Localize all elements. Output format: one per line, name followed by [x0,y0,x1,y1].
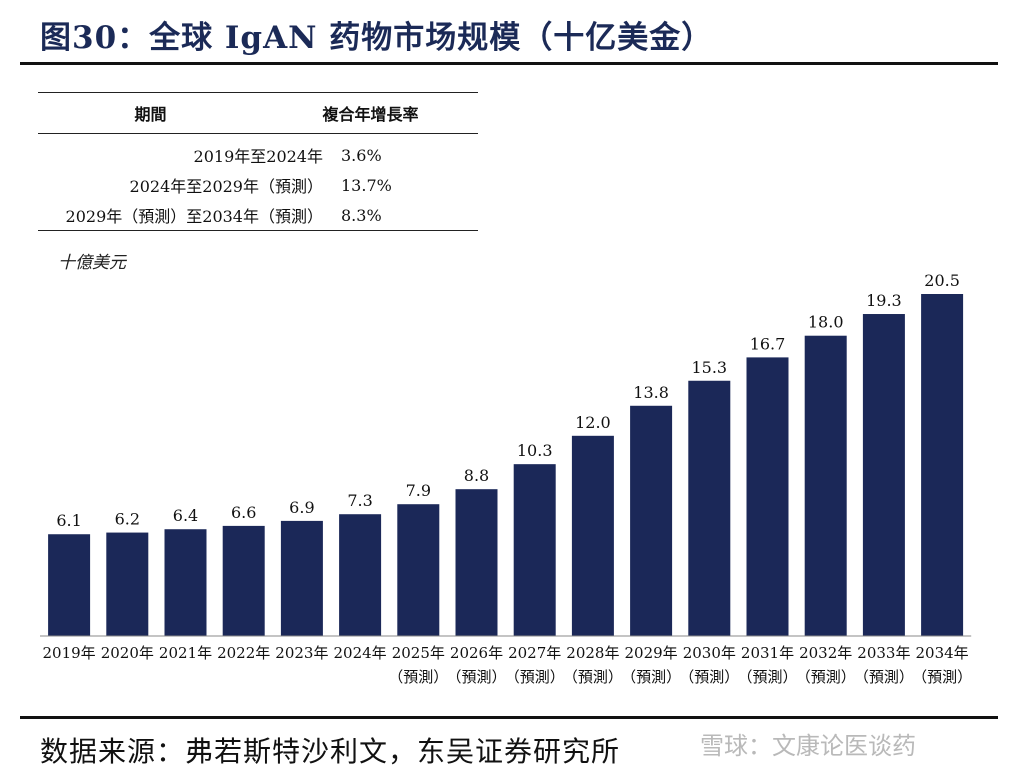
x-tick-label: 2026年 [450,644,503,662]
row-period: 2019年至2024年 [193,147,323,166]
data-label: 19.3 [866,291,902,310]
bar [862,314,905,636]
bar [746,357,789,636]
table-header-rule [38,133,478,134]
bar [455,489,498,636]
x-tick-label: 2020年 [101,644,154,662]
watermark: 雪球：文康论医谈药 [700,732,916,760]
header-period: 期間 [134,105,167,124]
unit-label: 十億美元 [58,253,126,273]
x-tick-label: 2019年 [43,644,96,662]
x-tick-label: 2024年 [334,644,387,662]
x-tick-sublabel: （預測） [796,668,856,686]
x-tick-label: 2022年 [217,644,270,662]
table-row: 2024年至2029年（預測） 13.7% [38,170,478,200]
table-bottom-rule [38,230,478,231]
x-tick-sublabel: （預測） [912,668,972,686]
table-top-rule [38,92,478,93]
cagr-table: 期間 複合年增長率 2019年至2024年 3.6% 2024年至2029年（預… [38,92,478,231]
table-header: 期間 複合年增長率 [38,93,478,133]
data-label: 18.0 [808,313,844,332]
x-tick-sublabel: （預測） [388,668,448,686]
data-label: 20.5 [924,271,960,290]
x-tick-label: 2032年 [799,644,852,662]
row-period: 2029年（預測）至2034年（預測） [65,207,323,226]
data-label: 7.9 [406,481,431,500]
bar [804,335,847,636]
row-rate: 8.3% [341,205,382,225]
data-label: 6.6 [231,503,256,522]
bar [48,534,91,636]
bar [513,464,556,636]
x-tick-label: 2029年 [625,644,678,662]
x-tick-sublabel: （預測） [854,668,914,686]
bar [280,520,323,636]
bar [106,532,149,636]
bar [921,294,964,636]
title-divider [20,62,998,65]
footer-divider [20,716,998,719]
bar [688,380,731,636]
data-label: 16.7 [750,334,786,353]
bar [339,514,382,636]
source-note: 数据来源：弗若斯特沙利文，东吴证券研究所 [40,735,621,768]
table-row: 2019年至2024年 3.6% [38,140,478,170]
table-row: 2029年（預測）至2034年（預測） 8.3% [38,200,478,230]
x-tick-label: 2030年 [683,644,736,662]
x-tick-label: 2021年 [159,644,212,662]
x-tick-sublabel: （預測） [563,668,623,686]
x-tick-sublabel: （預測） [679,668,739,686]
data-label: 8.8 [464,466,489,485]
row-rate: 3.6% [341,145,382,165]
data-label: 6.9 [289,498,314,517]
x-tick-sublabel: （預測） [505,668,565,686]
x-tick-label: 2023年 [275,644,328,662]
header-cagr: 複合年增長率 [322,105,419,124]
bar [164,529,207,636]
data-label: 13.8 [633,383,669,402]
data-label: 6.1 [56,511,81,530]
x-tick-sublabel: （預測） [737,668,797,686]
page-title: 图30：全球 IgAN 药物市场规模（十亿美金） [40,20,714,56]
x-tick-sublabel: （預測） [446,668,506,686]
x-tick-label: 2033年 [857,644,910,662]
row-rate: 13.7% [341,175,392,195]
data-label: 15.3 [691,358,727,377]
x-tick-label: 2028年 [566,644,619,662]
x-tick-label: 2034年 [916,644,969,662]
bar [222,525,265,636]
x-tick-label: 2025年 [392,644,445,662]
data-label: 6.4 [173,506,198,525]
bar [397,504,440,636]
data-label: 6.2 [115,510,140,529]
data-label: 7.3 [347,491,372,510]
bar [630,405,673,636]
row-period: 2024年至2029年（預測） [129,177,323,196]
data-label: 10.3 [517,441,553,460]
bar [571,435,614,636]
x-tick-label: 2031年 [741,644,794,662]
x-tick-sublabel: （預測） [621,668,681,686]
data-label: 12.0 [575,413,611,432]
x-tick-label: 2027年 [508,644,561,662]
